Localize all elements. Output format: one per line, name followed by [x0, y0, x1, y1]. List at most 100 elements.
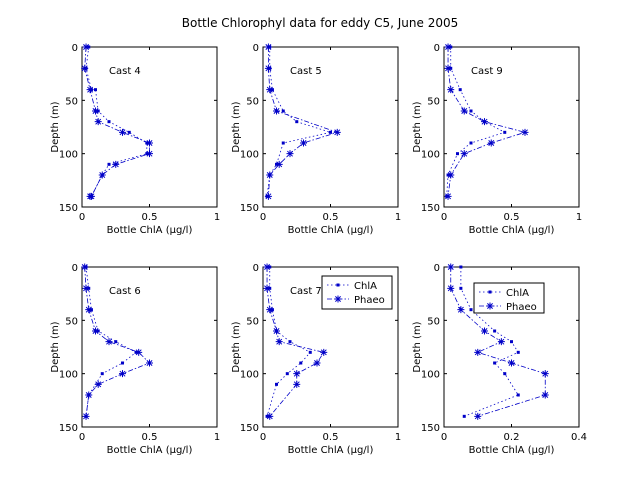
phaeo-point [447, 171, 455, 179]
chla-point [459, 286, 463, 290]
chla-point [100, 372, 104, 376]
x-axis-label: Bottle ChlA (µg/l) [107, 225, 193, 236]
x-axis-label: Bottle ChlA (µg/l) [288, 225, 374, 236]
phaeo-line [447, 47, 527, 197]
chla-point [285, 372, 289, 376]
phaeo-point [263, 284, 271, 292]
chla-point [94, 88, 97, 92]
phaeo-line [267, 47, 339, 197]
y-tick-label: 100 [240, 370, 259, 381]
chart-panel: 0 0.5 1 0 50 100 150 Bottle ChlA (µg/l) Depth (m… [231, 43, 401, 236]
y-axis-label: Depth (m) [412, 321, 423, 372]
plot-frame [81, 266, 218, 428]
x-tick-label: 0 [260, 212, 266, 223]
phaeo-point [460, 150, 468, 158]
phaeo-point [263, 263, 271, 271]
phaeo-point [266, 412, 274, 420]
x-tick-label: 1 [214, 432, 220, 443]
phaeo-point [313, 359, 321, 367]
phaeo-point [481, 118, 488, 126]
y-axis-label: Depth (m) [50, 321, 61, 372]
chla-point [456, 152, 459, 156]
phaeo-point [320, 348, 328, 356]
legend-phaeo-marker [486, 302, 494, 310]
chla-point [288, 340, 292, 344]
x-tick-label: 1 [395, 432, 401, 443]
phaeo-point [92, 107, 99, 115]
y-tick-label: 50 [246, 96, 259, 107]
chla-point [469, 141, 473, 145]
y-tick-label: 150 [240, 203, 259, 214]
chla-point [493, 329, 497, 333]
phaeo-point [487, 139, 495, 147]
phaeo-point [275, 160, 283, 168]
phaeo-point [146, 139, 153, 147]
phaeo-point [82, 412, 90, 420]
y-tick-label: 100 [59, 150, 78, 161]
y-axis-label: Depth (m) [412, 101, 423, 152]
phaeo-point [300, 139, 307, 147]
chart-panel: 0 0.2 0.4 0 50 100 150 Bottle ChlA (µg/l) Depth … [412, 263, 587, 456]
chla-point [516, 350, 520, 354]
y-tick-label: 100 [240, 150, 259, 161]
chla-line [85, 266, 137, 417]
y-tick-label: 0 [72, 263, 78, 274]
x-tick-label: 0.5 [323, 212, 339, 223]
chla-point [121, 361, 124, 365]
phaeo-point [81, 64, 89, 72]
x-axis-label: Bottle ChlA (µg/l) [288, 445, 374, 456]
phaeo-point [264, 43, 272, 51]
phaeo-point [497, 338, 505, 346]
y-tick-label: 0 [434, 43, 440, 54]
phaeo-point [266, 171, 274, 179]
y-tick-label: 50 [65, 316, 78, 327]
y-tick-label: 150 [59, 203, 78, 214]
y-tick-label: 0 [253, 263, 259, 274]
legend-label: Phaeo [506, 302, 537, 313]
phaeo-point [457, 306, 465, 314]
plot-frame [443, 46, 580, 208]
phaeo-point [94, 118, 102, 126]
x-tick-label: 1 [214, 212, 220, 223]
phaeo-line [450, 267, 546, 417]
chla-line [266, 47, 333, 197]
chla-point [308, 350, 312, 354]
y-tick-label: 150 [240, 423, 259, 434]
y-tick-label: 100 [421, 370, 440, 381]
phaeo-point [119, 128, 126, 136]
phaeo-line [266, 267, 325, 417]
phaeo-point [85, 306, 93, 314]
y-tick-label: 50 [427, 316, 440, 327]
legend-phaeo-marker [334, 295, 342, 303]
chla-point [469, 109, 473, 113]
chla-line [460, 267, 519, 417]
y-tick-label: 50 [65, 96, 78, 107]
y-tick-label: 100 [59, 370, 78, 381]
phaeo-point [264, 64, 272, 72]
chla-point [469, 308, 473, 312]
phaeo-point [82, 284, 90, 292]
chla-point [459, 265, 463, 269]
phaeo-point [293, 380, 301, 388]
x-tick-label: 0 [79, 212, 85, 223]
y-tick-label: 150 [59, 423, 78, 434]
y-tick-label: 0 [72, 43, 78, 54]
phaeo-point [86, 86, 94, 94]
phaeo-point [293, 370, 301, 378]
phaeo-point [541, 370, 549, 378]
legend-chla-marker [488, 290, 492, 294]
chla-point [329, 130, 332, 134]
x-tick-label: 0 [260, 432, 266, 443]
y-axis-label: Depth (m) [231, 321, 242, 372]
phaeo-point [94, 380, 102, 388]
x-tick-label: 1 [576, 212, 582, 223]
phaeo-point [460, 107, 468, 115]
x-tick-label: 0.2 [504, 432, 520, 443]
phaeo-point [273, 107, 280, 115]
chla-point [458, 88, 462, 92]
x-tick-label: 0.5 [142, 212, 158, 223]
cast-label: Cast 4 [109, 66, 141, 77]
